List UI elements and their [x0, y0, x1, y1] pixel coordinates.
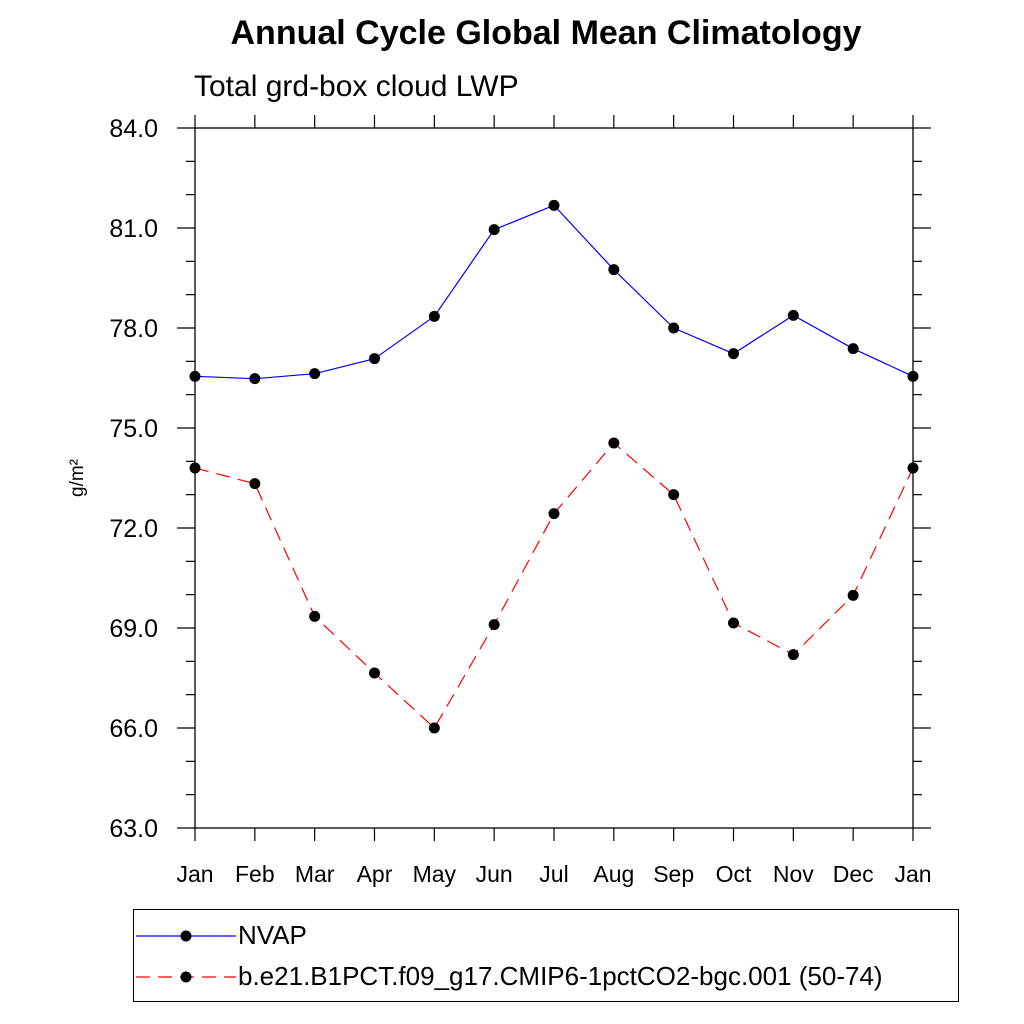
- y-axis-tick-labels: 63.0 66.0 69.0 72.0 75.0 78.0 81.0 84.0: [109, 115, 158, 843]
- data-point: [309, 368, 321, 380]
- x-tick-label: Jan: [894, 861, 931, 887]
- chart-title: Annual Cycle Global Mean Climatology: [230, 14, 862, 52]
- x-tick-label: May: [413, 861, 457, 887]
- y-tick-label: 84.0: [109, 115, 158, 143]
- data-point: [728, 348, 739, 360]
- x-tick-label: Oct: [716, 861, 752, 887]
- y-tick-label: 66.0: [109, 715, 158, 743]
- series-layer: [189, 199, 919, 734]
- y-tick-label: 69.0: [109, 615, 158, 643]
- x-tick-label: Jul: [539, 861, 568, 887]
- data-point: [668, 322, 680, 334]
- legend: NVAP b.e21.B1PCT.f09_g17.CMIP6-1pctCO2-b…: [133, 909, 959, 1002]
- data-point: [608, 437, 620, 449]
- data-point: [907, 370, 919, 382]
- y-tick-label: 78.0: [109, 315, 158, 343]
- data-point: [548, 508, 560, 520]
- x-tick-label: Jun: [476, 861, 513, 887]
- data-point: [249, 478, 261, 490]
- data-point: [428, 310, 440, 322]
- data-point: [369, 353, 380, 365]
- y-tick-label: 81.0: [109, 215, 158, 243]
- data-point: [369, 667, 380, 679]
- x-tick-label: Apr: [357, 861, 393, 887]
- series-1: [189, 437, 919, 734]
- legend-line-blue: [136, 930, 236, 942]
- line-chart: 63.0 66.0 69.0 72.0 75.0 78.0 81.0 84.0 Jan Feb M…: [67, 115, 932, 887]
- data-point: [668, 489, 680, 501]
- data-point: [189, 370, 201, 382]
- legend-label: NVAP: [238, 920, 307, 950]
- data-point: [787, 649, 799, 661]
- data-point: [787, 309, 799, 321]
- data-point: [189, 462, 201, 474]
- y-tick-label: 72.0: [109, 515, 158, 543]
- legend-line-red-dashed: [136, 971, 236, 983]
- x-tick-label: Aug: [593, 861, 634, 887]
- data-point: [309, 610, 321, 622]
- data-point: [847, 589, 859, 601]
- axis-ticks: [177, 115, 931, 841]
- x-tick-label: Feb: [235, 861, 275, 887]
- plot-frame: [194, 127, 914, 829]
- y-axis-label: g/m²: [67, 459, 88, 497]
- series-line: [194, 204, 914, 380]
- chart-subtitle: Total grd-box cloud LWP: [194, 70, 519, 103]
- x-axis-tick-labels: Jan Feb Mar Apr May Jun Jul Aug Sep Oct Nov Dec Jan: [176, 861, 931, 887]
- x-tick-label: Dec: [833, 861, 874, 887]
- y-tick-label: 75.0: [109, 415, 158, 443]
- x-tick-label: Nov: [773, 861, 814, 887]
- x-tick-label: Sep: [653, 861, 694, 887]
- data-point: [907, 462, 919, 474]
- x-tick-label: Jan: [176, 861, 213, 887]
- series-0: [189, 199, 919, 385]
- y-tick-label: 63.0: [109, 815, 158, 843]
- legend-label: b.e21.B1PCT.f09_g17.CMIP6-1pctCO2-bgc.00…: [238, 961, 883, 991]
- data-point: [548, 199, 560, 211]
- data-point: [488, 224, 500, 236]
- data-point: [608, 264, 620, 276]
- x-tick-label: Mar: [295, 861, 335, 887]
- data-point: [728, 617, 739, 629]
- series-line: [194, 442, 914, 729]
- data-point: [847, 343, 859, 355]
- data-point: [249, 373, 261, 385]
- data-point: [488, 619, 500, 631]
- data-point: [428, 722, 440, 734]
